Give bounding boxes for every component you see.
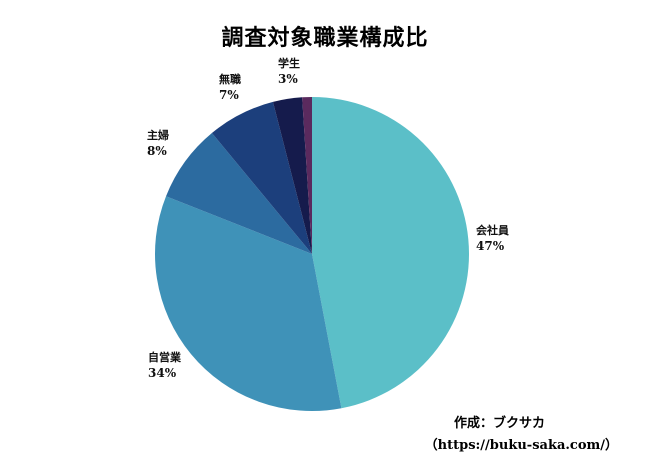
- chart-title: 調査対象職業構成比: [221, 26, 429, 51]
- pie-slice-5: [302, 97, 312, 254]
- slice-label-3: 無職: [219, 72, 241, 86]
- slice-percent-0: 47%: [476, 239, 505, 253]
- slice-percent-1: 34%: [148, 366, 177, 380]
- pie-slice-1: [155, 196, 342, 412]
- slice-percent-2: 8%: [147, 144, 167, 158]
- slice-percent-3: 7%: [219, 88, 239, 102]
- credit-url: （https://buku-saka.com/）: [424, 438, 618, 453]
- slice-label-1: 自営業: [148, 350, 182, 364]
- slice-label-2: 主婦: [147, 128, 169, 142]
- pie-slice-3: [211, 101, 312, 255]
- slice-label-0: 会社員: [476, 223, 509, 237]
- pie-slice-4: [272, 97, 312, 254]
- pie-slice-0: [312, 97, 470, 409]
- pie-slice-2: [166, 133, 312, 254]
- slice-percent-4: 3%: [278, 72, 298, 86]
- credit-author: 作成：ブクサカ: [453, 416, 545, 431]
- slice-label-4: 学生: [278, 56, 300, 70]
